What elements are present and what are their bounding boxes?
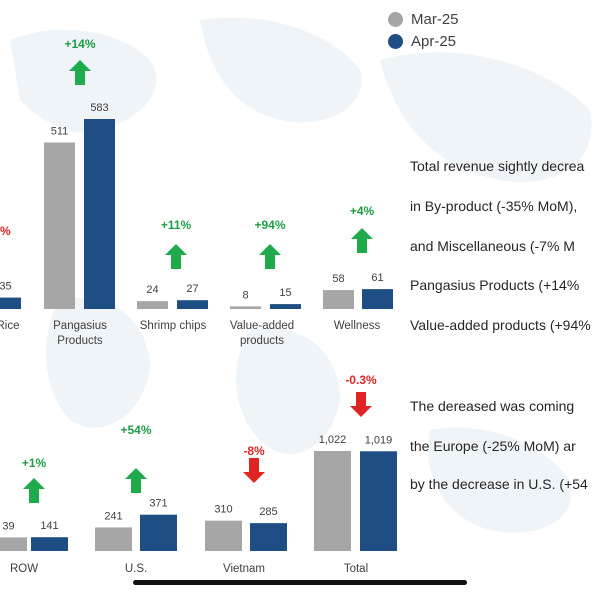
- change-label: -0.3%: [345, 373, 377, 387]
- category-label: Pangasius: [53, 320, 107, 332]
- note-line: Total revenue sightly decrea: [410, 158, 585, 174]
- value-label: 371: [149, 498, 167, 510]
- bar-mar-25-value-added-products: [230, 306, 261, 309]
- value-label: 58: [332, 273, 344, 285]
- arrow-up-icon: [165, 244, 187, 269]
- value-label: 24: [146, 284, 158, 296]
- note-line: by the decrease in U.S. (+54: [410, 476, 588, 492]
- bar-mar-25-shrimp-chips: [137, 301, 168, 309]
- legend-item-mar25: Mar-25: [388, 8, 459, 30]
- note-line: and Miscellaneous (-7% M: [410, 238, 575, 254]
- category-label: Shrimp chips: [140, 320, 207, 332]
- home-indicator[interactable]: [133, 580, 467, 585]
- bar-apr-25-wellness: [362, 289, 393, 309]
- value-label: 241: [104, 510, 122, 522]
- bar-mar-25-vietnam: [205, 520, 242, 551]
- note-line: in By-product (-35% MoM),: [410, 198, 578, 214]
- chart-by-market: 39 141 ROW +1% 241 371 U.S. +54% 310 285 Vietnam -8…: [0, 373, 397, 575]
- value-label: 1,022: [319, 434, 347, 446]
- legend-item-apr25: Apr-25: [388, 30, 459, 52]
- chart-by-product: 35 Rice% 511 583 Pangasius Products +14% 24 27 Sh…: [0, 37, 393, 347]
- change-label: +54%: [120, 423, 151, 437]
- arrow-down-icon: [243, 458, 265, 483]
- category-label: U.S.: [125, 563, 147, 575]
- note-line: the Europe (-25% MoM) ar: [410, 438, 576, 454]
- value-label: 141: [40, 520, 58, 532]
- change-label: -8%: [243, 444, 265, 458]
- note-line: Value-added products (+94%: [410, 317, 591, 333]
- value-label: 1,019: [365, 434, 393, 446]
- value-label: 8: [242, 289, 248, 301]
- category-label: ROW: [10, 563, 38, 575]
- value-label: 285: [259, 506, 277, 518]
- bar-mar-25-pangasius-products: [44, 142, 75, 309]
- arrow-up-icon: [23, 478, 45, 503]
- change-label: +1%: [22, 456, 47, 470]
- legend-swatch-mar25: [388, 11, 403, 27]
- category-label: Value-added: [230, 320, 294, 332]
- change-label: +94%: [254, 218, 285, 232]
- bar-mar-25-row: [0, 537, 27, 551]
- category-label: Vietnam: [223, 563, 265, 575]
- category-label: Total: [344, 563, 368, 575]
- note-line: Pangasius Products (+14%: [410, 277, 580, 293]
- note-line: The dereased was coming: [410, 398, 575, 414]
- change-label: +14%: [64, 37, 95, 51]
- value-label: 39: [2, 520, 14, 532]
- bar-apr-25-row: [31, 537, 68, 551]
- change-label: %: [0, 224, 11, 238]
- bar-apr-25-vietnam: [250, 523, 287, 551]
- category-label: products: [240, 335, 284, 347]
- value-label: 15: [279, 287, 291, 299]
- bar-apr-25-value-added-products: [270, 304, 301, 309]
- bar-mar-25-total: [314, 451, 351, 551]
- value-label: 61: [371, 272, 383, 284]
- arrow-up-icon: [259, 244, 281, 269]
- arrow-up-icon: [351, 228, 373, 253]
- value-label: 310: [214, 504, 232, 516]
- value-label: 27: [186, 283, 198, 295]
- arrow-up-icon: [125, 468, 147, 493]
- change-label: +4%: [350, 204, 375, 218]
- value-label: 583: [90, 102, 108, 114]
- bar-apr-25-total: [360, 451, 397, 551]
- bar-mar-25-u-s-: [95, 527, 132, 551]
- chart-legend: Mar-25 Apr-25: [388, 8, 459, 52]
- arrow-down-icon: [350, 392, 372, 417]
- value-label: 35: [0, 281, 12, 293]
- category-label: Products: [57, 335, 103, 347]
- legend-swatch-apr25: [388, 33, 403, 49]
- category-label: Rice: [0, 320, 20, 332]
- bar-apr-25-rice: [0, 297, 21, 309]
- bar-apr-25-pangasius-products: [84, 119, 115, 309]
- bar-mar-25-wellness: [323, 290, 354, 309]
- category-label: Wellness: [334, 320, 381, 332]
- bar-apr-25-shrimp-chips: [177, 300, 208, 309]
- arrow-up-icon: [69, 60, 91, 85]
- legend-label-apr25: Apr-25: [411, 32, 457, 50]
- value-label: 511: [51, 125, 69, 137]
- change-label: +11%: [161, 218, 192, 232]
- legend-label-mar25: Mar-25: [411, 10, 459, 28]
- bar-apr-25-u-s-: [140, 514, 177, 551]
